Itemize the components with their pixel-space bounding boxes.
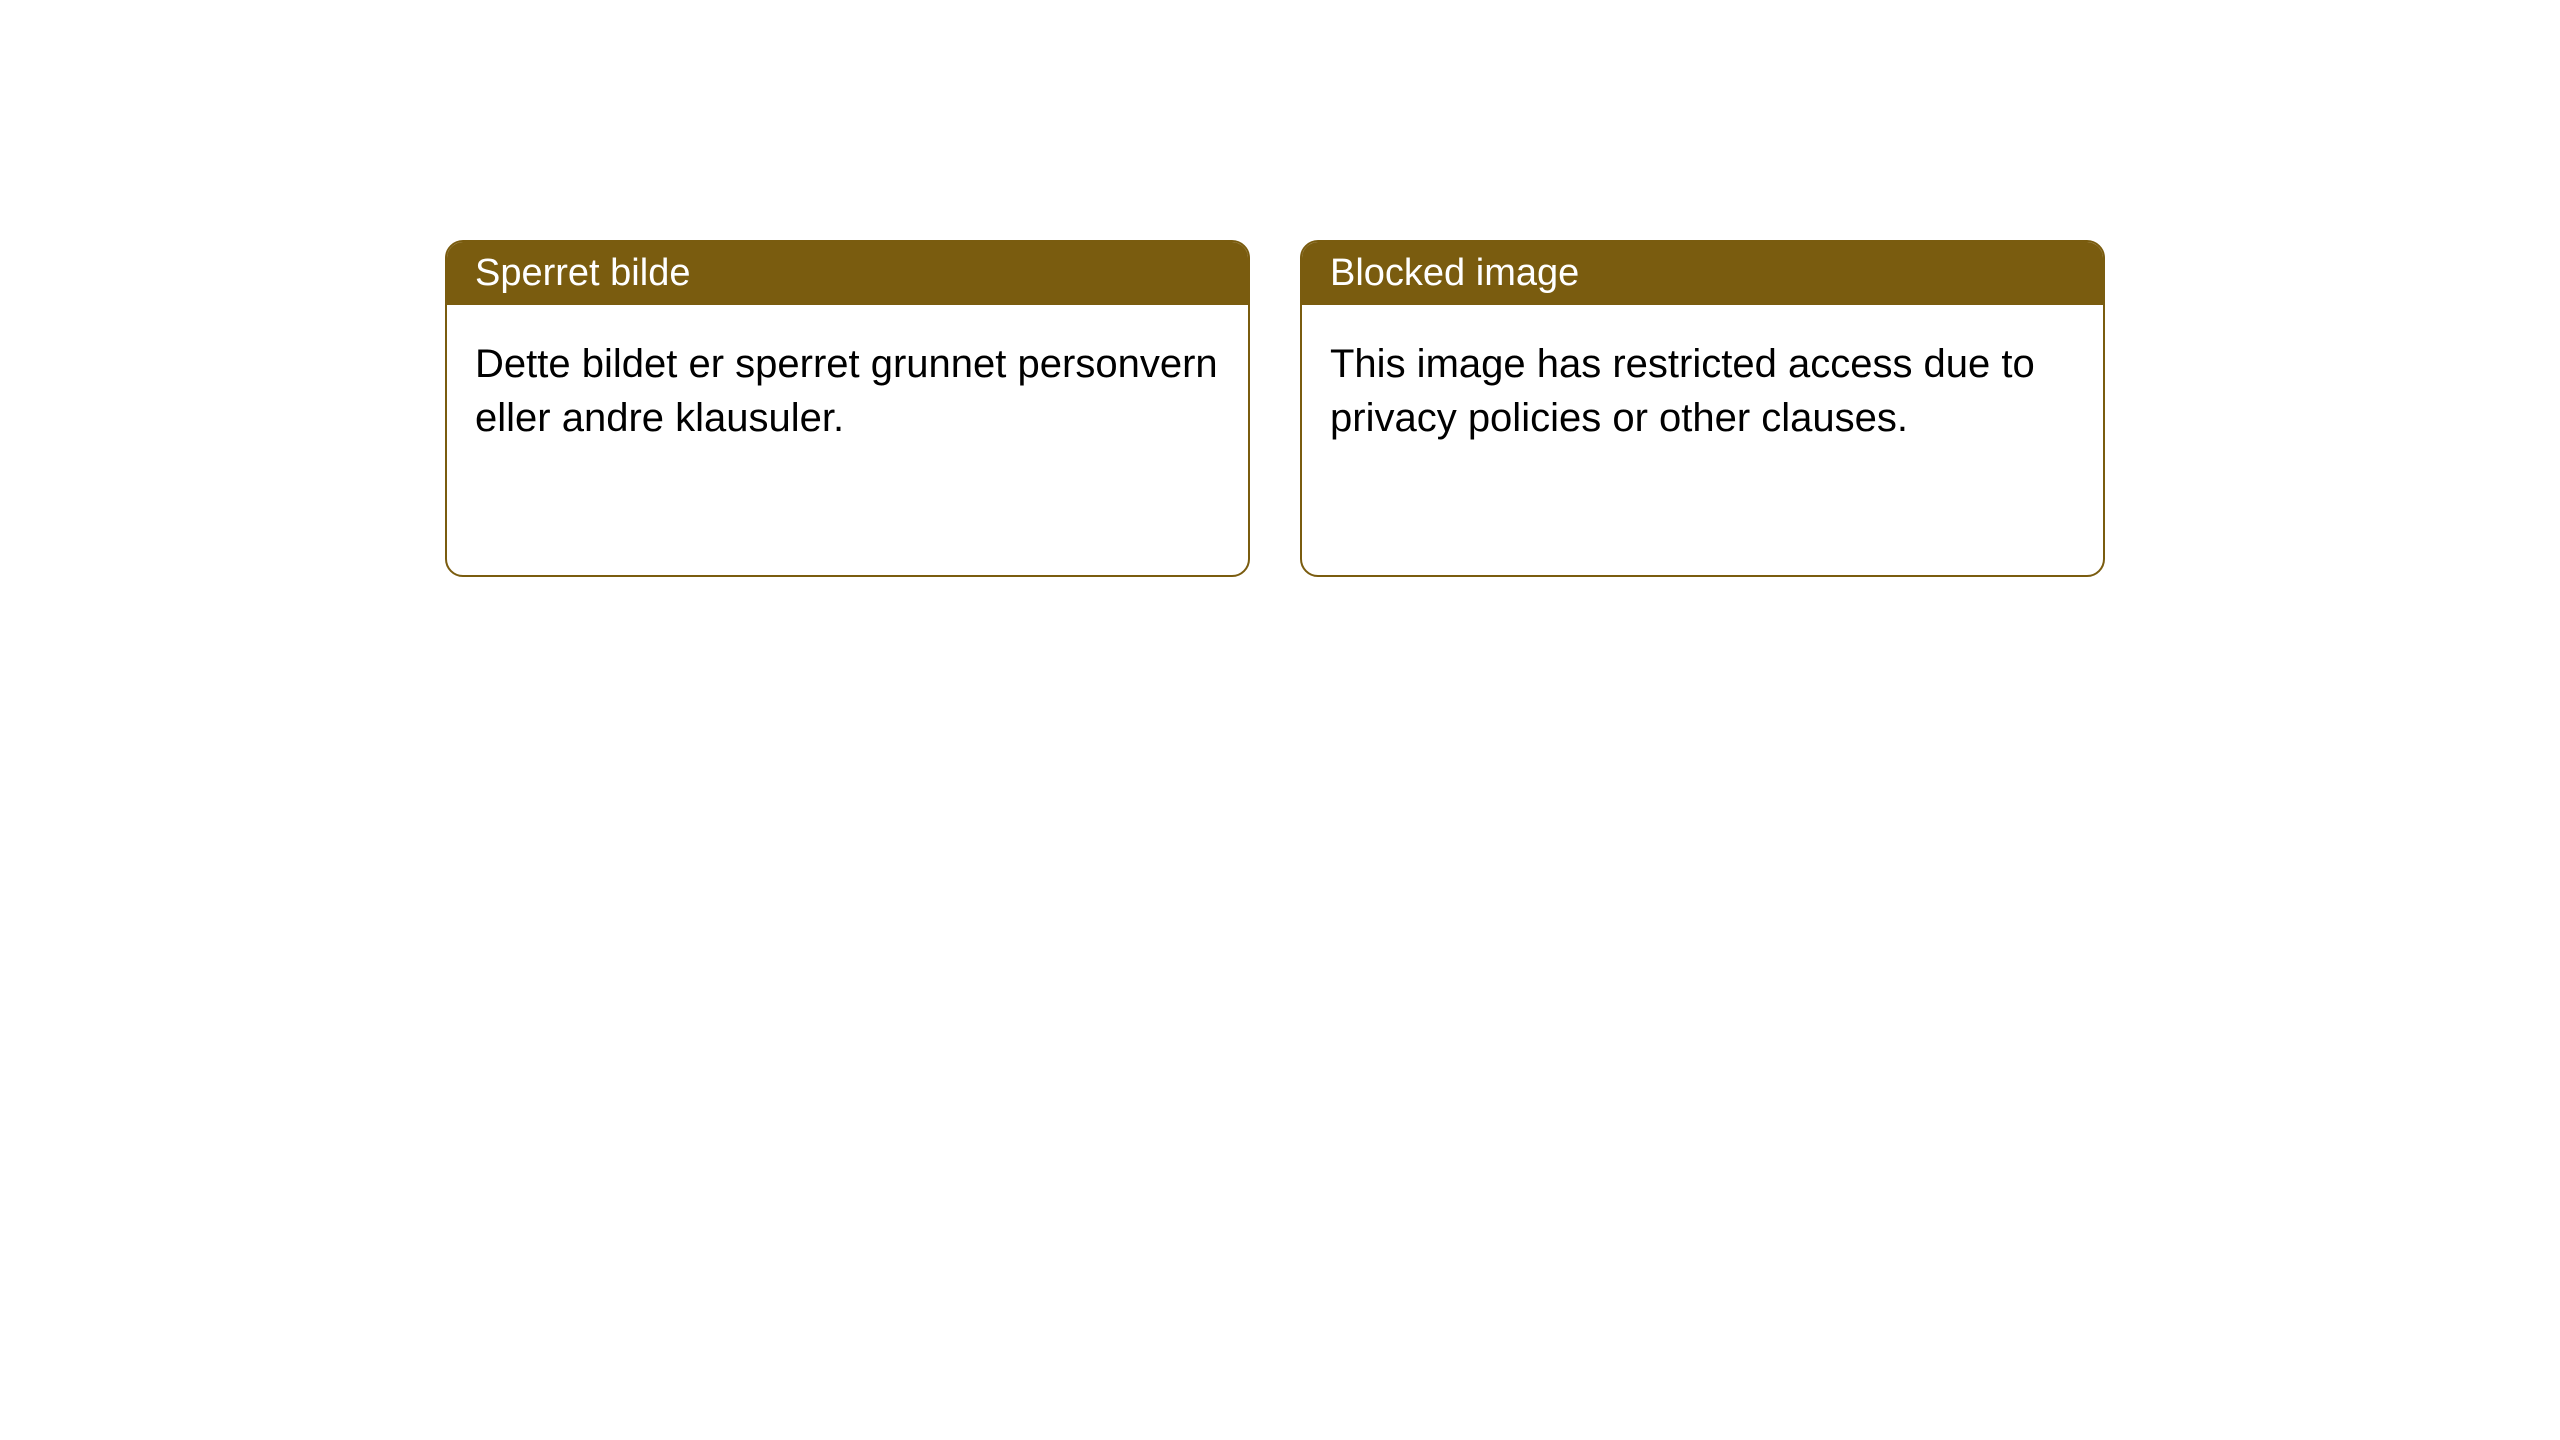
card-header: Sperret bilde [447, 242, 1248, 305]
card-body: This image has restricted access due to … [1302, 305, 2103, 575]
card-title: Sperret bilde [475, 252, 690, 294]
blocked-image-card-norwegian: Sperret bilde Dette bildet er sperret gr… [445, 240, 1250, 577]
card-header: Blocked image [1302, 242, 2103, 305]
card-body-text: This image has restricted access due to … [1330, 342, 2035, 440]
card-title: Blocked image [1330, 252, 1579, 294]
card-body-text: Dette bildet er sperret grunnet personve… [475, 342, 1218, 440]
blocked-image-card-english: Blocked image This image has restricted … [1300, 240, 2105, 577]
notice-container: Sperret bilde Dette bildet er sperret gr… [0, 0, 2560, 577]
card-body: Dette bildet er sperret grunnet personve… [447, 305, 1248, 575]
